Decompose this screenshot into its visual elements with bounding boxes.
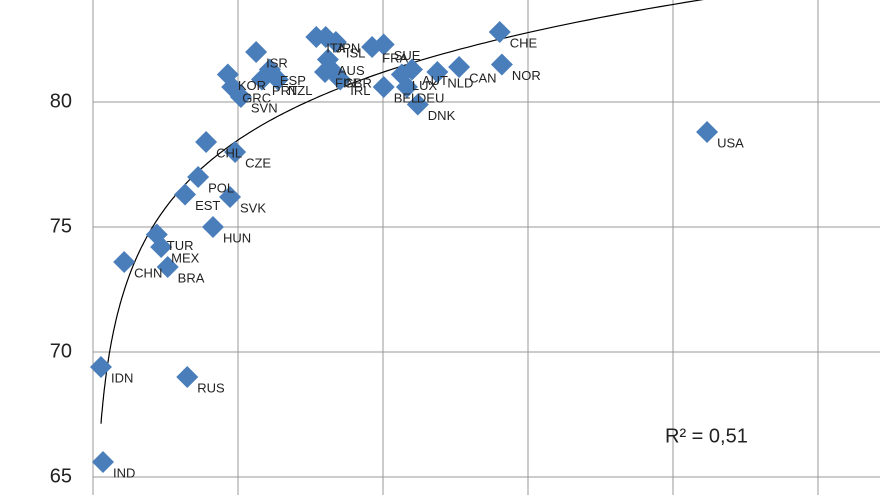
point bbox=[448, 56, 471, 78]
point-label: CHE bbox=[510, 35, 538, 50]
point-label: IND bbox=[113, 465, 135, 480]
point bbox=[187, 166, 210, 188]
point bbox=[174, 183, 197, 206]
point-label: FRA bbox=[382, 50, 408, 65]
point bbox=[490, 53, 513, 76]
point bbox=[92, 451, 115, 473]
point-label: ISR bbox=[266, 55, 288, 70]
point-label: CHL bbox=[216, 145, 242, 160]
point-label: USA bbox=[717, 135, 744, 150]
point-label: NZL bbox=[288, 83, 313, 98]
y-tick-label: 75 bbox=[50, 215, 72, 237]
point bbox=[361, 36, 384, 58]
y-tick-label: 80 bbox=[50, 90, 72, 112]
point-label: BEL bbox=[394, 90, 419, 105]
point-label: RUS bbox=[197, 380, 225, 395]
point-label: MEX bbox=[171, 250, 200, 265]
point bbox=[395, 76, 418, 98]
point bbox=[201, 216, 224, 238]
point-label: SVN bbox=[251, 100, 278, 115]
y-tick-label: 70 bbox=[50, 340, 72, 362]
point-label: CHN bbox=[134, 265, 162, 280]
point-label: TUR bbox=[167, 238, 194, 253]
point bbox=[219, 186, 242, 208]
point-label: DEU bbox=[417, 90, 444, 105]
point bbox=[176, 366, 199, 388]
point bbox=[372, 76, 395, 98]
point bbox=[696, 121, 719, 143]
point-label: PRT bbox=[272, 83, 298, 98]
point bbox=[113, 251, 136, 273]
point bbox=[224, 141, 247, 163]
point-label: EST bbox=[195, 198, 220, 213]
point-label: HUN bbox=[223, 230, 251, 245]
point bbox=[145, 223, 168, 246]
point-label: ESP bbox=[280, 73, 306, 88]
point bbox=[195, 131, 218, 153]
point bbox=[401, 58, 423, 81]
point bbox=[324, 31, 347, 53]
point-label: POL bbox=[208, 180, 234, 195]
point-label: IRL bbox=[350, 83, 370, 98]
point bbox=[89, 356, 112, 378]
point-label: NOR bbox=[512, 68, 541, 83]
y-tick-label: 65 bbox=[50, 465, 72, 487]
point-label: SUE bbox=[394, 48, 421, 63]
point-label: ISL bbox=[346, 45, 366, 60]
point bbox=[406, 93, 429, 116]
point-label: DNK bbox=[428, 108, 456, 123]
point-label: GBR bbox=[344, 75, 372, 90]
point-label: NLD bbox=[447, 75, 473, 90]
point-label: JPN bbox=[336, 40, 361, 55]
point-label: AUS bbox=[338, 63, 365, 78]
point-label: SVK bbox=[240, 200, 266, 215]
point-label: GRC bbox=[242, 90, 271, 105]
point bbox=[216, 63, 239, 86]
point-label: AUT bbox=[422, 73, 448, 88]
point bbox=[329, 68, 352, 91]
point bbox=[426, 61, 449, 83]
r-squared: R² = 0,51 bbox=[665, 425, 748, 447]
point bbox=[266, 68, 289, 91]
point-label: CZE bbox=[245, 155, 271, 170]
point-label: LUX bbox=[412, 78, 438, 93]
trendline bbox=[100, 0, 704, 424]
point-label: FIN bbox=[335, 75, 356, 90]
point bbox=[156, 256, 179, 278]
point-label: IDN bbox=[111, 370, 133, 385]
point-label: KOR bbox=[238, 78, 266, 93]
point bbox=[250, 68, 273, 91]
point-label: CAN bbox=[469, 70, 496, 85]
point-label: ITA bbox=[326, 40, 346, 55]
point bbox=[245, 41, 268, 63]
point bbox=[488, 21, 511, 43]
point-label: BRA bbox=[178, 270, 205, 285]
